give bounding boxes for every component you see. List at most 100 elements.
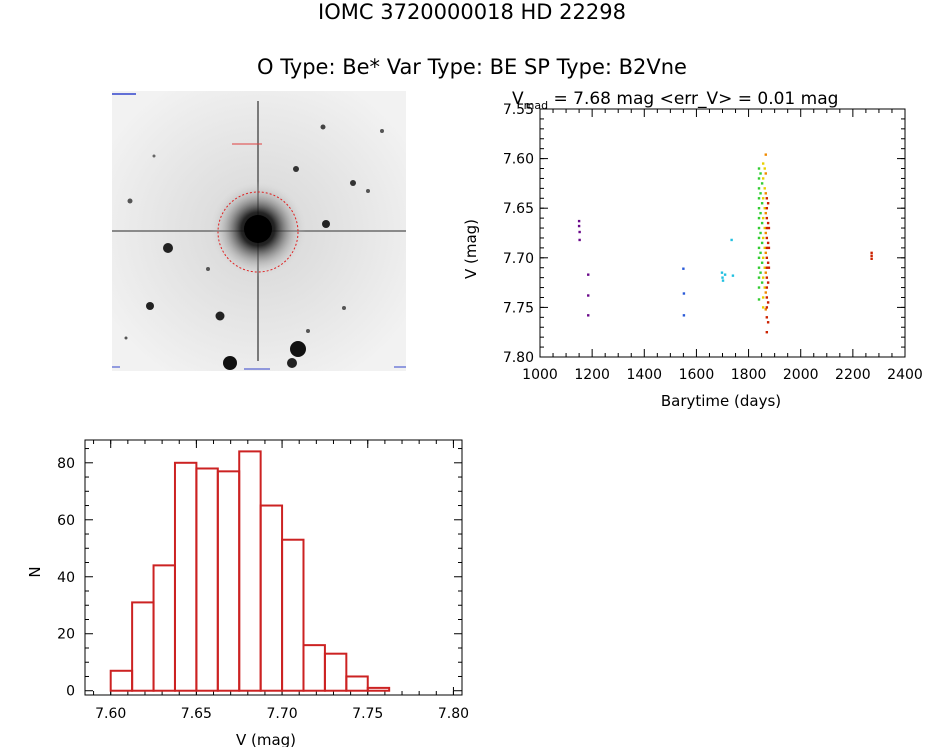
data-point <box>767 226 771 230</box>
data-point <box>721 279 725 282</box>
y-tick-label: 7.65 <box>503 201 534 217</box>
data-point <box>764 172 767 175</box>
data-point <box>720 271 724 274</box>
data-point <box>870 251 873 255</box>
data-point <box>723 273 727 276</box>
field-star <box>215 311 225 321</box>
sky-image-thumbnail <box>112 91 406 371</box>
field-star <box>206 267 210 271</box>
data-point <box>731 274 735 277</box>
field-star <box>152 154 156 158</box>
data-point <box>757 246 761 250</box>
histogram-bar <box>173 461 198 692</box>
data-point <box>682 314 686 317</box>
histogram-bar <box>109 669 134 692</box>
data-point <box>765 286 769 289</box>
data-point <box>761 236 765 240</box>
x-tick-label: 1000 <box>522 367 558 383</box>
data-point <box>757 286 761 289</box>
light-curve-title: Vmad = 7.68 mag <err_V> = 0.01 mag <box>512 89 838 112</box>
x-tick-label: 2000 <box>783 367 819 383</box>
field-star <box>146 302 154 310</box>
data-point <box>764 308 767 311</box>
data-point <box>760 221 764 225</box>
y-tick-label: 20 <box>57 627 75 643</box>
data-point <box>765 276 769 279</box>
data-point <box>760 261 764 264</box>
histogram-bar <box>345 675 369 692</box>
data-point <box>765 331 769 334</box>
histogram-bar <box>366 686 391 692</box>
data-point <box>766 321 770 324</box>
field-star <box>287 358 297 368</box>
data-point <box>757 236 761 240</box>
data-point <box>761 306 765 309</box>
histogram-bar <box>302 644 326 692</box>
data-point <box>765 316 769 319</box>
data-point <box>765 306 769 309</box>
field-star <box>366 189 370 193</box>
data-point <box>764 251 767 255</box>
data-point <box>577 224 581 228</box>
field-star <box>223 356 237 370</box>
x-tick-label: 1200 <box>574 367 610 383</box>
y-tick-label: 80 <box>57 456 75 472</box>
y-tick-label: 7.55 <box>503 102 534 118</box>
data-point <box>764 231 767 235</box>
x-axis-label: Barytime (days) <box>661 392 781 410</box>
histogram-bar <box>238 450 262 692</box>
data-point <box>682 292 686 295</box>
data-point <box>763 187 766 190</box>
x-tick-label: 7.75 <box>352 706 383 722</box>
light-curve-chart: 1000 1200 1400 1600 1800 2000 2200 2400 7.55 7.60… <box>462 89 923 410</box>
chart-title-line1: IOMC 3720000018 HD 22298 <box>318 0 626 24</box>
data-point <box>759 172 762 175</box>
y-tick-label: 7.70 <box>503 251 534 267</box>
x-axis-label: V (mag) <box>236 731 296 747</box>
data-point <box>757 207 761 210</box>
y-axis-label: V (mag) <box>462 219 480 279</box>
data-point <box>682 267 685 270</box>
data-point <box>760 281 764 284</box>
data-point <box>765 246 769 250</box>
field-star <box>306 329 310 333</box>
x-tick-label: 1600 <box>679 367 715 383</box>
data-point <box>587 294 590 297</box>
data-point <box>764 153 767 156</box>
data-point <box>764 291 767 294</box>
data-point <box>721 276 724 279</box>
x-tick-label: 7.70 <box>266 706 297 722</box>
x-tick-label: 1800 <box>731 367 767 383</box>
data-point <box>763 246 766 250</box>
data-point <box>765 197 769 200</box>
x-tick-label: 2400 <box>887 367 923 383</box>
data-point <box>759 271 762 274</box>
data-point <box>764 192 767 195</box>
data-point <box>577 219 581 223</box>
data-point <box>763 286 766 289</box>
data-point <box>757 226 761 230</box>
data-point <box>757 256 761 259</box>
field-star <box>124 336 128 340</box>
y-axis-label: N <box>26 566 44 577</box>
data-point <box>730 238 733 242</box>
data-point <box>765 216 769 220</box>
data-point <box>765 226 769 230</box>
data-point <box>765 266 769 269</box>
data-point <box>870 254 873 258</box>
data-point <box>759 211 762 215</box>
data-point <box>761 162 765 165</box>
data-point <box>763 266 766 269</box>
aperture-circle <box>217 191 299 273</box>
data-point <box>766 241 770 245</box>
data-point <box>761 276 765 279</box>
field-star <box>322 220 330 228</box>
field-star <box>127 198 133 204</box>
data-point <box>766 301 770 304</box>
plot-frame <box>539 108 906 358</box>
data-point <box>587 314 590 317</box>
data-point <box>759 251 762 255</box>
data-point <box>766 202 770 205</box>
data-point <box>761 197 765 200</box>
data-point <box>765 256 769 259</box>
